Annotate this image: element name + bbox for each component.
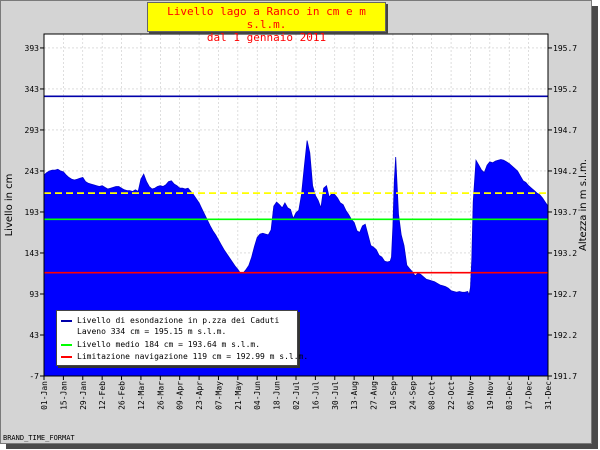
y-tick-label-right: 192.2 — [553, 331, 577, 340]
x-tick-label: 12-Mar — [137, 381, 146, 410]
legend-item-navigazione: Limitazione navigazione 119 cm = 192.99 … — [61, 352, 308, 361]
footer-note: BRAND_TIME_FORMAT — [3, 434, 75, 442]
x-tick-label: 24-Sep — [408, 381, 417, 410]
x-axis-ticks: 01-Jan 15-Jan 29-Jan 12-Feb 26-Feb 12-Mar 26-M… — [40, 376, 553, 410]
x-tick-label: 29-Jan — [79, 381, 88, 410]
y-tick-label-left: 143 — [25, 249, 40, 258]
legend: Livello di esondazione in p.zza dei Cadu… — [56, 310, 308, 366]
x-tick-label: 05-Nov — [466, 381, 475, 410]
legend-label-esondazione-2: Laveno 334 cm = 195.15 m s.l.m. — [77, 327, 227, 336]
y-axis-left-ticks: -7 43 93 143 193 243 293 343 393 — [25, 44, 44, 381]
frame-shadow-right — [592, 6, 598, 448]
x-tick-label: 15-Jan — [59, 381, 68, 410]
x-tick-label: 12-Feb — [98, 381, 107, 410]
legend-swatch-esondazione — [61, 319, 72, 322]
y-tick-label-right: 194.2 — [553, 167, 577, 176]
y-tick-label-left: 43 — [29, 331, 39, 340]
y-tick-label-right: 192.7 — [553, 290, 577, 299]
y-axis-left-label: Livello in cm — [4, 174, 15, 237]
y-tick-label-left: 243 — [25, 167, 40, 176]
legend-item-medio: Livello medio 184 cm = 193.64 m s.l.m. — [61, 340, 260, 349]
x-tick-label: 26-Mar — [156, 381, 165, 410]
y-tick-label-left: 293 — [25, 126, 40, 135]
x-tick-label: 01-Jan — [40, 381, 49, 410]
y-tick-label-right: 193.7 — [553, 208, 577, 217]
x-tick-label: 13-Aug — [350, 381, 359, 410]
legend-label-navigazione: Limitazione navigazione 119 cm = 192.99 … — [77, 352, 309, 361]
x-tick-label: 23-Apr — [195, 381, 204, 410]
chart-svg: -7 43 93 143 193 243 293 343 393 191.7 192.2 192.7… — [4, 33, 589, 410]
y-tick-label-right: 195.7 — [553, 44, 577, 53]
x-tick-label: 09-Apr — [176, 381, 185, 410]
y-tick-label-left: 93 — [29, 290, 39, 299]
x-tick-label: 03-Dec — [505, 381, 514, 410]
legend-item-esondazione: Livello di esondazione in p.zza dei Cadu… — [61, 316, 279, 325]
x-tick-label: 10-Sep — [389, 381, 398, 410]
legend-swatch-medio — [61, 343, 72, 346]
x-tick-label: 27-Aug — [370, 381, 379, 410]
chart-title: Livello lago a Ranco in cm e m s.l.m. da… — [147, 2, 386, 44]
x-tick-label: 18-Jun — [273, 381, 282, 410]
legend-swatch-navigazione — [61, 355, 72, 358]
x-tick-label: 04-Jun — [253, 381, 262, 410]
y-tick-label-right: 193.2 — [553, 249, 577, 258]
x-tick-label: 17-Dec — [525, 381, 534, 410]
y-tick-label-right: 195.2 — [553, 85, 577, 94]
x-tick-label: 02-Jul — [292, 381, 301, 410]
x-tick-label: 26-Feb — [118, 381, 127, 410]
y-axis-right-label: Altezza in m s.l.m. — [578, 159, 589, 251]
y-tick-label-left: 193 — [25, 208, 40, 217]
x-tick-label: 30-Jul — [331, 381, 340, 410]
chart-title-line2: dal 1 gennaio 2011 — [206, 31, 327, 44]
y-tick-label-left: 393 — [25, 44, 40, 53]
x-tick-label: 22-Oct — [447, 381, 456, 410]
y-tick-label-right: 191.7 — [553, 372, 577, 381]
y-tick-label-left: 343 — [25, 85, 40, 94]
x-tick-label: 07-May — [214, 381, 223, 410]
y-axis-right-ticks: 191.7 192.2 192.7 193.2 193.7 194.2 194.7 195.2… — [548, 44, 577, 381]
legend-label-medio: Livello medio 184 cm = 193.64 m s.l.m. — [77, 340, 261, 349]
y-tick-label-right: 194.7 — [553, 126, 577, 135]
legend-label-esondazione: Livello di esondazione in p.zza dei Cadu… — [77, 316, 280, 325]
frame-shadow-bottom — [6, 444, 598, 449]
x-tick-label: 19-Nov — [486, 381, 495, 410]
x-tick-label: 08-Oct — [428, 381, 437, 410]
y-tick-label-left: -7 — [29, 372, 39, 381]
reference-lines — [44, 95, 548, 274]
x-tick-label: 21-May — [234, 381, 243, 410]
chart-title-line1: Livello lago a Ranco in cm e m s.l.m. — [167, 5, 366, 31]
x-tick-label: 31-Dec — [544, 381, 553, 410]
x-tick-label: 16-Jul — [311, 381, 320, 410]
legend-item-esondazione-2: Laveno 334 cm = 195.15 m s.l.m. — [77, 327, 226, 336]
